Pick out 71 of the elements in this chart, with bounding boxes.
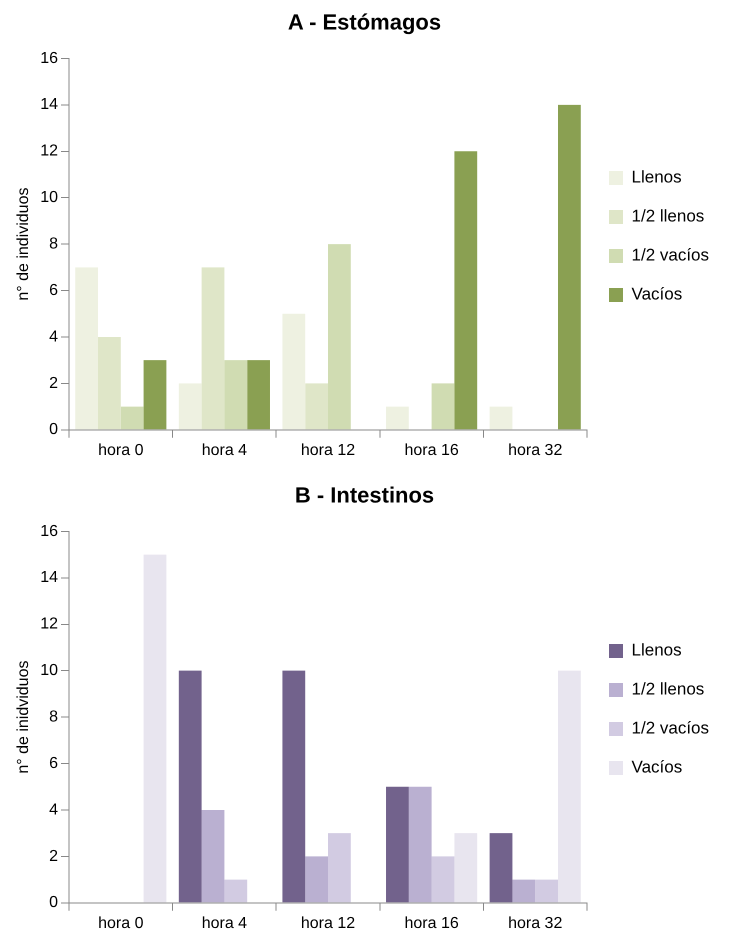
x-tick-label: hora 4: [202, 914, 248, 932]
y-tick-label: 10: [40, 189, 58, 206]
x-tick-label: hora 16: [404, 442, 459, 459]
y-tick-label: 8: [49, 236, 58, 253]
bar: [305, 383, 328, 430]
y-tick-label: 6: [49, 282, 58, 299]
bar: [305, 856, 328, 902]
y-tick-label: 12: [40, 616, 58, 633]
bar: [202, 810, 224, 902]
y-tick-label: 2: [49, 374, 58, 392]
y-tick-label: 2: [49, 848, 58, 865]
x-tick-label: hora 12: [300, 442, 356, 459]
bar: [178, 383, 202, 430]
chart-title: A - Estómagos: [288, 9, 442, 34]
y-tick-label: 12: [40, 142, 58, 160]
bar: [432, 856, 454, 902]
y-tick-label: 10: [40, 662, 58, 680]
x-tick-label: hora 12: [300, 914, 356, 932]
legend-label: Vacíos: [632, 284, 682, 304]
y-tick-label: 8: [49, 708, 58, 726]
bar: [432, 383, 454, 430]
x-tick-label: hora 4: [202, 442, 248, 459]
y-tick-label: 14: [40, 569, 58, 586]
bar: [328, 833, 351, 902]
legend-label: Vacíos: [632, 758, 682, 777]
y-tick-label: 0: [49, 421, 58, 438]
y-tick-label: 0: [49, 894, 58, 912]
legend-label: 1/2 vacíos: [632, 718, 710, 738]
y-tick-label: 16: [40, 522, 58, 540]
bar: [558, 670, 581, 902]
bar: [512, 880, 536, 902]
y-tick-label: 14: [40, 96, 58, 114]
bar: [224, 880, 248, 902]
bar: [120, 406, 144, 430]
legend-label: 1/2 llenos: [632, 680, 704, 699]
bar: [282, 670, 306, 902]
bar: [144, 360, 166, 430]
bar: [202, 267, 224, 430]
legend-label: Llenos: [632, 168, 682, 187]
x-tick-label: hora 32: [508, 914, 562, 932]
y-axis-title: n° de individuos: [15, 188, 32, 301]
bar: [454, 833, 478, 902]
bar: [178, 670, 202, 902]
bar: [328, 244, 351, 430]
legend-label: Llenos: [632, 640, 682, 660]
bar: [144, 554, 166, 902]
bar: [454, 151, 478, 430]
y-tick-label: 4: [49, 801, 58, 818]
y-tick-label: 16: [40, 50, 58, 67]
y-axis-title: n° de inidviduos: [15, 660, 32, 774]
bar: [386, 406, 409, 430]
bar: [224, 360, 248, 430]
legend-label: 1/2 vacíos: [632, 246, 710, 265]
legend-label: 1/2 llenos: [632, 206, 704, 226]
bar: [75, 267, 98, 430]
x-tick-label: hora 0: [98, 442, 144, 459]
chart-title: B - Intestinos: [294, 482, 434, 508]
bar: [98, 336, 121, 430]
bar: [490, 833, 512, 902]
bar: [282, 314, 306, 430]
bar: [490, 406, 512, 430]
x-tick-label: hora 16: [404, 914, 459, 932]
bar: [386, 786, 409, 902]
x-tick-label: hora 32: [508, 442, 562, 459]
bar: [247, 360, 270, 430]
bar: [408, 786, 432, 902]
bar: [558, 104, 581, 430]
bar: [535, 880, 558, 902]
y-tick-label: 4: [49, 328, 58, 346]
x-tick-label: hora 0: [98, 914, 144, 932]
y-tick-label: 6: [49, 754, 58, 772]
